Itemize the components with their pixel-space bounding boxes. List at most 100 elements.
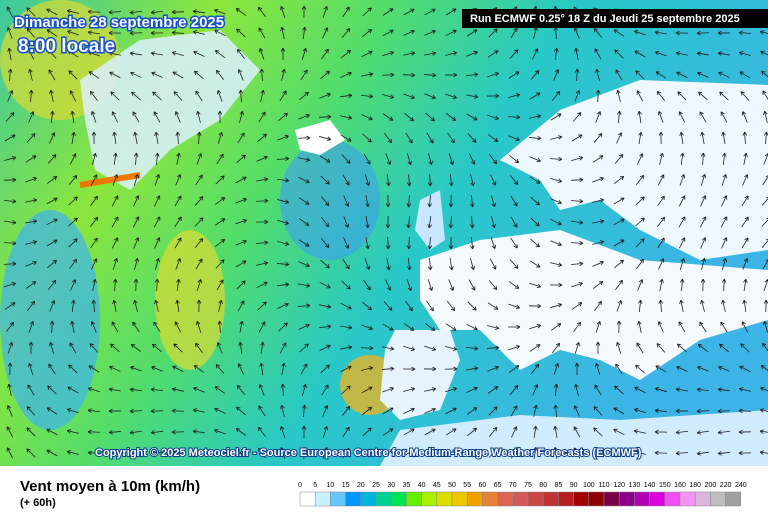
wind-arrow [445, 51, 458, 56]
wind-arrow [762, 342, 768, 352]
wind-arrow [153, 321, 161, 333]
wind-arrow [111, 111, 119, 123]
wind-arrow [466, 94, 479, 99]
wind-arrow [700, 152, 706, 166]
wind-arrow [217, 320, 223, 334]
wind-arrow [656, 90, 666, 101]
greenland [80, 30, 260, 190]
wind-arrow [236, 384, 246, 395]
wind-arrow [677, 343, 687, 353]
wind-arrow [427, 194, 433, 208]
wind-arrow [385, 279, 392, 291]
scale-swatch [375, 491, 392, 507]
wind-arrow [762, 259, 768, 270]
wind-arrow [510, 405, 518, 417]
wind-arrow [235, 260, 247, 268]
wind-arrow [760, 364, 768, 372]
wind-arrow [89, 343, 99, 353]
wind-arrow [258, 321, 266, 333]
wind-arrow [615, 279, 623, 291]
wind-arrow [68, 238, 78, 248]
scale-swatch [497, 491, 514, 507]
scale-swatch [603, 491, 620, 507]
wind-arrow [614, 259, 624, 269]
wind-arrow [300, 69, 308, 81]
wind-arrow [553, 404, 559, 418]
wind-arrow [108, 429, 122, 435]
wind-arrow [720, 195, 728, 207]
wind-arrow [255, 240, 269, 246]
wind-arrow [6, 426, 14, 438]
wind-arrow [678, 216, 686, 228]
scale-tick-label: 110 [598, 482, 609, 489]
scale-swatch [299, 491, 316, 507]
wind-arrow [87, 429, 101, 435]
wind-arrow [193, 386, 205, 393]
wind-arrow [172, 365, 184, 373]
wind-arrow [214, 197, 226, 205]
wind-arrow [679, 131, 684, 144]
scale-swatch [542, 491, 559, 507]
wind-arrow [488, 448, 498, 458]
wind-arrow [87, 450, 101, 456]
wind-arrow [634, 386, 646, 394]
wind-arrow [407, 257, 412, 271]
footer-lead: (+ 60h) [20, 497, 56, 509]
wind-arrow [423, 366, 437, 372]
wind-arrow [47, 259, 58, 269]
wind-arrow [406, 153, 412, 166]
wind-arrow [3, 199, 17, 204]
wind-arrow [365, 216, 370, 229]
wind-arrow [488, 280, 498, 290]
wind-arrow [532, 384, 539, 396]
wind-arrow [6, 321, 15, 332]
wind-arrow [634, 50, 646, 58]
wind-arrow [214, 428, 226, 435]
wind-arrow [281, 68, 286, 81]
wind-arrow [385, 194, 391, 208]
wind-arrow [697, 71, 709, 78]
wind-arrow [360, 94, 374, 99]
wind-arrow [7, 68, 13, 82]
wind-arrow [214, 407, 226, 414]
wind-arrow [237, 300, 245, 312]
iberia [380, 330, 460, 420]
wind-arrow [382, 113, 394, 121]
wind-arrow [339, 93, 353, 98]
wind-arrow [215, 69, 224, 81]
wind-arrow [322, 425, 328, 438]
wind-arrow [486, 93, 500, 99]
scale-swatch [634, 491, 650, 507]
wind-arrow [196, 131, 202, 145]
wind-arrow [237, 132, 245, 144]
wind-arrow [698, 91, 708, 101]
wind-arrow [322, 405, 329, 417]
wind-arrow [468, 279, 476, 291]
wind-arrow [276, 178, 290, 183]
wind-arrow [173, 91, 183, 101]
wind-arrow [301, 404, 307, 418]
wind-arrow [319, 344, 331, 351]
wind-arrow [319, 304, 332, 309]
wind-arrow [508, 344, 520, 351]
wind-arrow [676, 365, 688, 372]
wind-arrow [217, 131, 223, 144]
wind-arrow [570, 198, 584, 204]
wind-arrow [256, 177, 269, 182]
wind-map: Dimanche 28 septembre 2025 8:00 locale R… [0, 0, 768, 466]
wind-arrow [636, 342, 644, 354]
wind-arrow [382, 94, 395, 99]
wind-arrow [28, 362, 34, 375]
wind-arrow [444, 72, 458, 78]
wind-arrow [111, 237, 119, 249]
wind-arrow [403, 407, 415, 414]
wind-arrow [570, 177, 584, 183]
wind-arrow [298, 323, 310, 330]
wind-arrow [132, 216, 140, 228]
wind-arrow [553, 69, 560, 81]
wind-arrow [448, 279, 455, 291]
wind-arrow [301, 5, 307, 19]
wind-arrow [530, 238, 540, 248]
wind-arrow [150, 30, 164, 36]
wind-arrow [277, 199, 290, 204]
